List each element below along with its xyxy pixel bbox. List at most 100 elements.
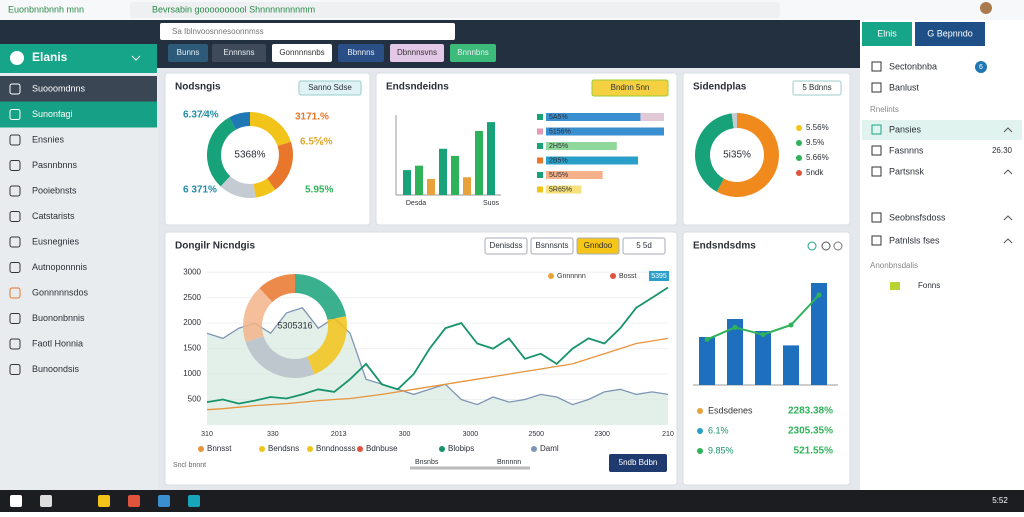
menu-item[interactable]: Pansies bbox=[889, 124, 922, 134]
nav-item[interactable]: Pooiebnsts bbox=[32, 185, 77, 195]
hbar-dot bbox=[537, 143, 543, 149]
tab[interactable] bbox=[450, 44, 496, 62]
nav-item[interactable]: Faotl Honnia bbox=[32, 338, 83, 348]
card-button[interactable] bbox=[792, 80, 842, 96]
menu-item[interactable]: Seobnsfsdoss bbox=[889, 212, 946, 222]
donut-segment bbox=[295, 274, 347, 320]
taskbar-icon[interactable] bbox=[158, 495, 170, 507]
donut-segment bbox=[229, 112, 250, 130]
badge-label: 6 bbox=[979, 64, 983, 71]
legend-label: Bdnbuse bbox=[366, 444, 398, 453]
chart-button[interactable] bbox=[484, 237, 528, 255]
nav-item[interactable]: Autnoponnnis bbox=[32, 262, 88, 272]
donut-segment bbox=[220, 176, 256, 198]
menu-item: Fasnnns bbox=[889, 145, 924, 155]
hbar bbox=[546, 185, 582, 194]
legend-dot bbox=[531, 446, 537, 452]
chevron bbox=[1003, 215, 1013, 221]
brand-area[interactable] bbox=[0, 44, 157, 73]
nav-item[interactable]: Buononbnnis bbox=[32, 313, 85, 323]
tab[interactable] bbox=[212, 44, 266, 62]
hbar-dot bbox=[537, 128, 543, 135]
legend-label: Bnnsst bbox=[207, 444, 232, 453]
nav-icon bbox=[9, 211, 21, 222]
line-point bbox=[704, 336, 710, 342]
panel-item: Sectonbnba bbox=[889, 61, 937, 71]
card-button[interactable] bbox=[298, 80, 362, 96]
hbar-dot bbox=[537, 186, 543, 193]
bar bbox=[783, 345, 799, 385]
bar bbox=[403, 170, 411, 195]
donut-segment bbox=[716, 113, 780, 197]
nav-item[interactable]: Catstarists bbox=[32, 211, 75, 221]
clock: 5:52 bbox=[992, 496, 1008, 505]
legend-box bbox=[649, 271, 669, 281]
legend-label: 5.56% bbox=[806, 123, 829, 132]
tag-icon bbox=[890, 282, 900, 290]
chart-button[interactable] bbox=[530, 237, 574, 255]
search[interactable] bbox=[160, 23, 455, 40]
button-label: 5ndb Bdbn bbox=[619, 458, 658, 467]
menu-item[interactable]: Patnlsls fses bbox=[889, 235, 940, 245]
card-title: Endsndeidns bbox=[386, 82, 449, 93]
button-label: 5 5d bbox=[636, 241, 652, 250]
hbar-label: 5156% bbox=[549, 128, 571, 135]
nav-item[interactable]: Sunonfagi bbox=[32, 109, 73, 119]
button-label: Bndnn 5nn bbox=[611, 83, 650, 92]
sidebar bbox=[0, 73, 158, 490]
nav-item[interactable]: Pasnnbnns bbox=[32, 160, 78, 170]
footer-text: Sncl bnnnt bbox=[173, 462, 206, 469]
taskbar-icon[interactable] bbox=[10, 495, 22, 507]
tab[interactable] bbox=[168, 44, 208, 62]
nav-icon bbox=[9, 313, 21, 324]
url-field[interactable] bbox=[130, 2, 780, 18]
x-tick-label: 310 bbox=[201, 431, 213, 438]
donut-segment bbox=[731, 113, 737, 129]
bar bbox=[463, 177, 471, 195]
nav-item[interactable]: Ensnies bbox=[32, 134, 65, 144]
menu-item[interactable]: Partsnsk bbox=[889, 166, 925, 176]
legend-label: Bosst bbox=[619, 273, 637, 280]
hbar-label: 2B5% bbox=[549, 157, 568, 164]
line-point bbox=[816, 292, 822, 298]
hbar bbox=[546, 142, 617, 150]
chart-button[interactable] bbox=[622, 237, 666, 255]
y-tick-label: 2000 bbox=[183, 318, 201, 327]
nav-icon bbox=[9, 262, 21, 273]
tab[interactable] bbox=[272, 44, 332, 62]
bar bbox=[451, 155, 459, 195]
primary-button[interactable] bbox=[609, 454, 667, 472]
legend-label: Daml bbox=[540, 444, 559, 453]
taskbar-icon[interactable] bbox=[188, 495, 200, 507]
nav-item[interactable]: Eusnegnies bbox=[32, 236, 80, 246]
taskbar-icon[interactable] bbox=[98, 495, 110, 507]
nav-item[interactable]: Gonnnnnsdos bbox=[32, 287, 89, 297]
donut-segment bbox=[695, 113, 734, 192]
y-tick-label: 1500 bbox=[183, 344, 201, 353]
tab[interactable] bbox=[390, 44, 444, 62]
nav-icon bbox=[9, 83, 21, 95]
panel-button[interactable] bbox=[862, 22, 912, 46]
panel-icon bbox=[871, 61, 882, 72]
tab[interactable] bbox=[338, 44, 384, 62]
card-button[interactable] bbox=[591, 79, 669, 97]
menu-icon[interactable] bbox=[871, 145, 882, 156]
nav-item[interactable]: Suooomdnns bbox=[32, 83, 86, 93]
nav-item[interactable]: Bunoondsis bbox=[32, 364, 80, 374]
card-icon[interactable] bbox=[833, 241, 843, 251]
site-name: Euonbnnbnnh mnn bbox=[8, 4, 84, 14]
bar bbox=[811, 283, 827, 385]
panel-button[interactable] bbox=[915, 22, 985, 46]
taskbar-icon[interactable] bbox=[40, 495, 52, 507]
donut-annotation: 6 371% bbox=[183, 185, 217, 196]
footer-text: Bnnnnn bbox=[497, 459, 521, 466]
search-text: Sa Iblnvoosnnesoonnmss bbox=[172, 27, 264, 36]
taskbar-icon[interactable] bbox=[128, 495, 140, 507]
card-icon[interactable] bbox=[807, 241, 817, 251]
card-icon[interactable] bbox=[821, 241, 831, 251]
avatar[interactable] bbox=[980, 2, 992, 14]
bar bbox=[487, 122, 495, 195]
nav-icon bbox=[9, 364, 21, 375]
chart-button[interactable] bbox=[576, 237, 620, 255]
nav-active bbox=[0, 76, 157, 102]
